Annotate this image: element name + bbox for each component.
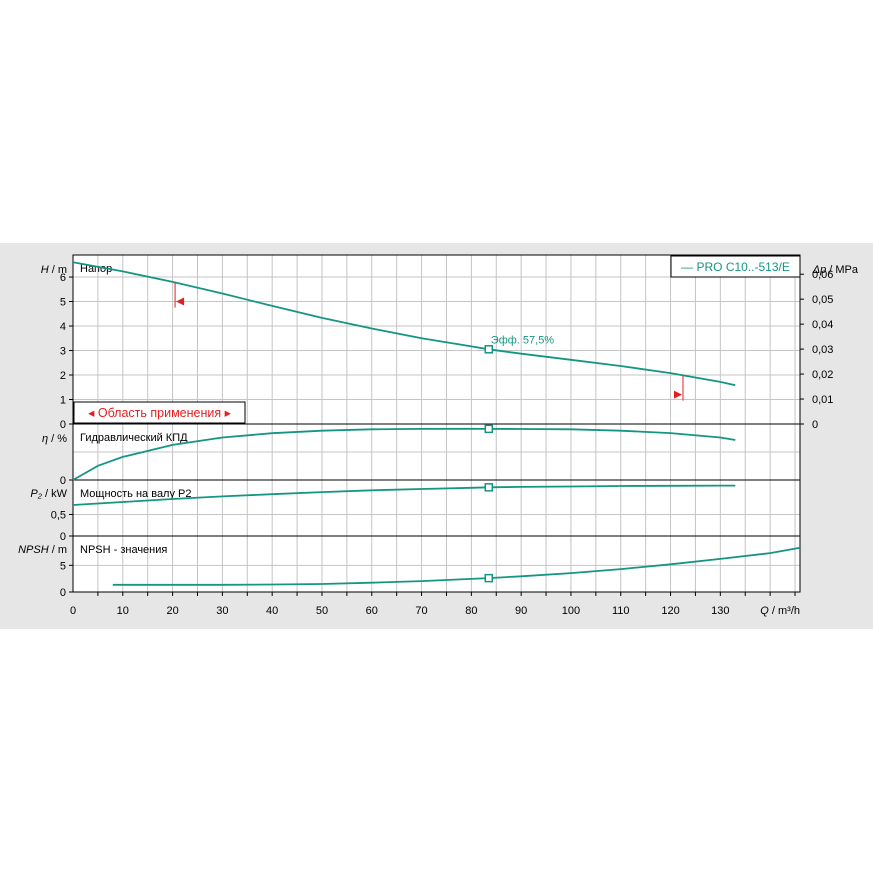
y-tick-label: 0 — [60, 475, 66, 487]
x-tick-label: 20 — [166, 605, 178, 617]
y-axis-label-efficiency: η / % — [42, 433, 67, 445]
y-tick-label: 3 — [60, 346, 66, 358]
legend-box — [670, 255, 801, 278]
panel-title-efficiency: Гидравлический КПД — [80, 432, 188, 444]
operating-point-head — [484, 345, 494, 354]
range-label: ◂ Область применения ▸ — [88, 406, 232, 420]
x-tick-label: 30 — [216, 605, 228, 617]
x-tick-label: 90 — [515, 605, 527, 617]
x-tick-label: 120 — [661, 605, 679, 617]
y-tick-label: 5 — [60, 297, 66, 309]
chart-canvas: 0123456000,50500,010,020,030,040,050,06Δ… — [18, 254, 859, 617]
legend-entry: — PRO C10..-513/E — [681, 260, 790, 274]
x-tick-label: 110 — [612, 605, 630, 617]
panel-title-npsh: NPSH - значения — [80, 544, 167, 556]
right-tick-label: 0,04 — [812, 319, 833, 331]
panel-title-power: Мощность на валу P2 — [80, 488, 192, 500]
y-tick-label: 1 — [60, 395, 66, 407]
y-tick-label: 5 — [60, 560, 66, 572]
x-tick-label: 130 — [711, 605, 729, 617]
right-axis-label: Δp / MPa — [812, 264, 859, 276]
range-marker-arrow — [176, 297, 185, 306]
y-tick-label: 0 — [60, 531, 66, 543]
x-tick-label: 10 — [117, 605, 129, 617]
panel-title-head: Напор — [80, 263, 112, 275]
y-tick-label: 0,5 — [51, 509, 66, 521]
operating-point-npsh — [484, 573, 494, 583]
y-tick-label: 2 — [60, 370, 66, 382]
y-tick-label: 4 — [60, 321, 66, 333]
x-tick-label: 50 — [316, 605, 328, 617]
right-tick-label: 0,02 — [812, 369, 833, 381]
x-tick-label: 0 — [70, 605, 76, 617]
x-axis-label: Q / m³/h — [760, 605, 800, 617]
x-tick-label: 40 — [266, 605, 278, 617]
efficiency-label: Эфф. 57,5% — [491, 334, 555, 346]
curve-npsh — [112, 546, 801, 586]
x-tick-label: 60 — [366, 605, 378, 617]
x-tick-label: 100 — [562, 605, 580, 617]
plot-area-npsh — [73, 536, 800, 592]
operating-point-power — [484, 483, 494, 492]
y-axis-label-npsh: NPSH / m — [18, 544, 67, 556]
y-axis-label-head: H / m — [41, 264, 67, 276]
plot-area-head — [73, 255, 800, 424]
right-tick-label: 0 — [812, 419, 818, 431]
y-tick-label: 0 — [60, 587, 66, 599]
panel-frame-npsh — [72, 535, 801, 593]
range-label-box — [73, 401, 246, 424]
y-tick-label: 0 — [60, 419, 66, 431]
x-tick-label: 80 — [465, 605, 477, 617]
pump-curve-chart: 0 1 2 3 4 5 6 0 0 0,5 0 5 0 0,01 0,02 0,03 0,04 0,05 0,06 Δ… — [0, 243, 873, 629]
range-marker-arrow — [673, 390, 682, 399]
right-tick-label: 0,06 — [812, 269, 833, 281]
curve-efficiency — [72, 427, 736, 481]
operating-point-efficiency — [484, 424, 494, 434]
right-tick-label: 0,01 — [812, 394, 833, 406]
right-tick-label: 0,05 — [812, 294, 833, 306]
y-tick-label: 6 — [60, 272, 66, 284]
curve-head — [72, 261, 736, 387]
y-axis-label-power: P₂ / kW — [30, 488, 67, 500]
curve-power — [72, 484, 736, 506]
x-tick-label: 70 — [415, 605, 427, 617]
right-tick-label: 0,03 — [812, 344, 833, 356]
